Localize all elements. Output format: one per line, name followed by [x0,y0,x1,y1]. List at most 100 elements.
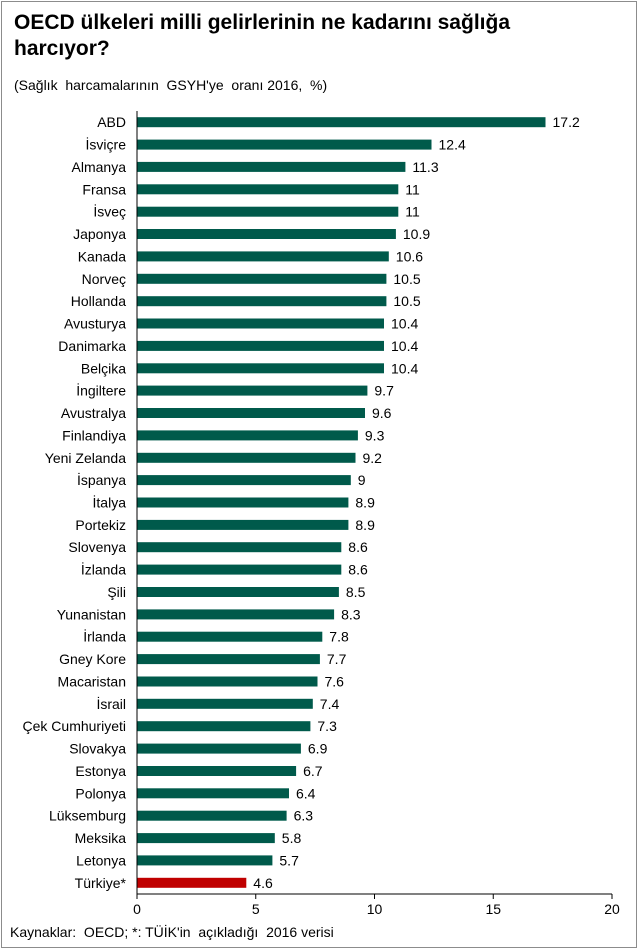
bar-avusturya [137,318,384,329]
category-label-i-rlanda: İrlanda [83,628,126,645]
x-tick-label-15: 15 [485,901,501,917]
category-label-meksika: Meksika [75,830,127,846]
value-label-almanya: 11.3 [412,159,438,175]
category-label-kanada: Kanada [78,248,126,264]
x-tick-label-20: 20 [604,901,620,917]
value-label-çek-cumhuriyeti: 7.3 [317,718,337,734]
category-label-danimarka: Danimarka [58,338,126,354]
value-label-i-sviçre: 12.4 [439,137,466,153]
category-label-avusturya: Avusturya [64,316,126,332]
bar-polonya [137,788,289,799]
value-label-meksika: 5.8 [282,830,302,846]
bar-finlandiya [137,430,358,441]
bar-i-sviçre [137,139,432,150]
value-label-fransa: 11 [405,181,420,197]
category-label-i-spanya: İspanya [77,471,126,488]
bar-japonya [137,229,396,239]
value-label-şili: 8.5 [346,584,366,600]
value-label-i-zlanda: 8.6 [348,562,368,578]
bar-slovakya [137,743,301,754]
value-label-polonya: 6.4 [296,785,316,801]
category-label-i-zlanda: İzlanda [81,561,126,578]
value-label-finlandiya: 9.3 [365,427,385,443]
category-label-i-ngiltere: İngiltere [76,382,126,399]
value-label-slovenya: 8.6 [348,539,368,555]
value-label-i-spanya: 9 [358,472,366,488]
category-label-türkiye: Türkiye* [75,875,127,891]
bar-portekiz [137,519,349,530]
bar-i-talya [137,497,349,508]
bar-belçika [137,363,384,374]
value-label-danimarka: 10.4 [391,338,418,354]
value-label-norveç: 10.5 [393,271,420,287]
category-label-belçika: Belçika [81,360,126,376]
category-label-çek-cumhuriyeti: Çek Cumhuriyeti [23,718,126,734]
bar-çek-cumhuriyeti [137,721,311,732]
category-labels: ABD İsviçre Almanya Fransa İsveç Japonya Kanad… [23,114,127,891]
bar-i-sveç [137,206,399,217]
bar-i-srail [137,698,313,709]
category-label-yunanistan: Yunanistan [57,606,126,622]
value-label-avustralya: 9.6 [372,405,392,421]
category-label-slovenya: Slovenya [68,539,126,555]
bar-macaristan [137,676,318,687]
bar-türkiye [137,877,247,888]
x-tick-label-5: 5 [252,901,260,917]
value-label-i-sveç: 11 [405,204,420,220]
category-label-macaristan: Macaristan [58,674,126,690]
bar-estonya [137,766,297,776]
category-label-şili: Şili [107,584,126,600]
category-label-polonya: Polonya [75,785,126,801]
category-label-yeni-zelanda: Yeni Zelanda [45,450,126,466]
bar-i-ngiltere [137,385,368,396]
value-label-japonya: 10.9 [403,226,430,242]
value-label-türkiye: 4.6 [253,875,273,891]
category-label-fransa: Fransa [82,181,126,197]
category-label-portekiz: Portekiz [75,517,126,533]
category-label-abd: ABD [97,114,126,130]
category-label-slovakya: Slovakya [69,741,126,757]
value-label-portekiz: 8.9 [355,517,375,533]
bar-meksika [137,833,275,844]
value-label-yeni-zelanda: 9.2 [363,450,383,466]
bar-letonya [137,855,273,866]
bar-abd [137,117,546,128]
category-label-gney-kore: Gney Kore [59,651,126,667]
value-label-slovakya: 6.9 [308,741,328,757]
bar-norveç [137,273,387,284]
bar-fransa [137,184,399,195]
category-label-finlandiya: Finlandiya [62,427,126,443]
bar-kanada [137,251,389,262]
bar-gney-kore [137,654,320,665]
category-label-almanya: Almanya [72,159,127,175]
category-label-i-srail: İsrail [96,695,126,712]
bars-group [137,117,546,888]
value-label-i-talya: 8.9 [355,495,375,511]
category-label-i-sveç: İsveç [93,203,126,220]
bar-şili [137,587,339,597]
value-label-abd: 17.2 [553,114,580,130]
value-label-estonya: 6.7 [303,763,323,779]
axes-group: 0 5 10 15 20 [133,111,620,917]
value-labels: 17.2 12.411.3 11 11 10.9 10.6 10.5 10.5 10.4 10.4… [253,114,580,891]
value-label-gney-kore: 7.7 [327,651,347,667]
bar-danimarka [137,340,384,351]
bar-lüksemburg [137,810,287,821]
value-label-i-rlanda: 7.8 [329,629,349,645]
category-label-i-talya: İtalya [93,494,127,511]
chart-subtitle: (Sağlık harcamalarının GSYH'ye oranı 201… [14,77,328,93]
x-tick-label-10: 10 [367,901,383,917]
value-label-hollanda: 10.5 [393,293,420,309]
category-label-lüksemburg: Lüksemburg [49,808,126,824]
source-note: Kaynaklar: OECD; *: TÜİK'in açıkladığı 2… [10,924,334,940]
bar-yunanistan [137,609,335,620]
category-label-letonya: Letonya [76,852,126,868]
bar-slovenya [137,542,342,553]
value-label-letonya: 5.7 [279,852,299,868]
bar-hollanda [137,296,387,307]
bar-i-zlanda [137,564,342,575]
value-label-avusturya: 10.4 [391,316,418,332]
bar-almanya [137,161,406,172]
